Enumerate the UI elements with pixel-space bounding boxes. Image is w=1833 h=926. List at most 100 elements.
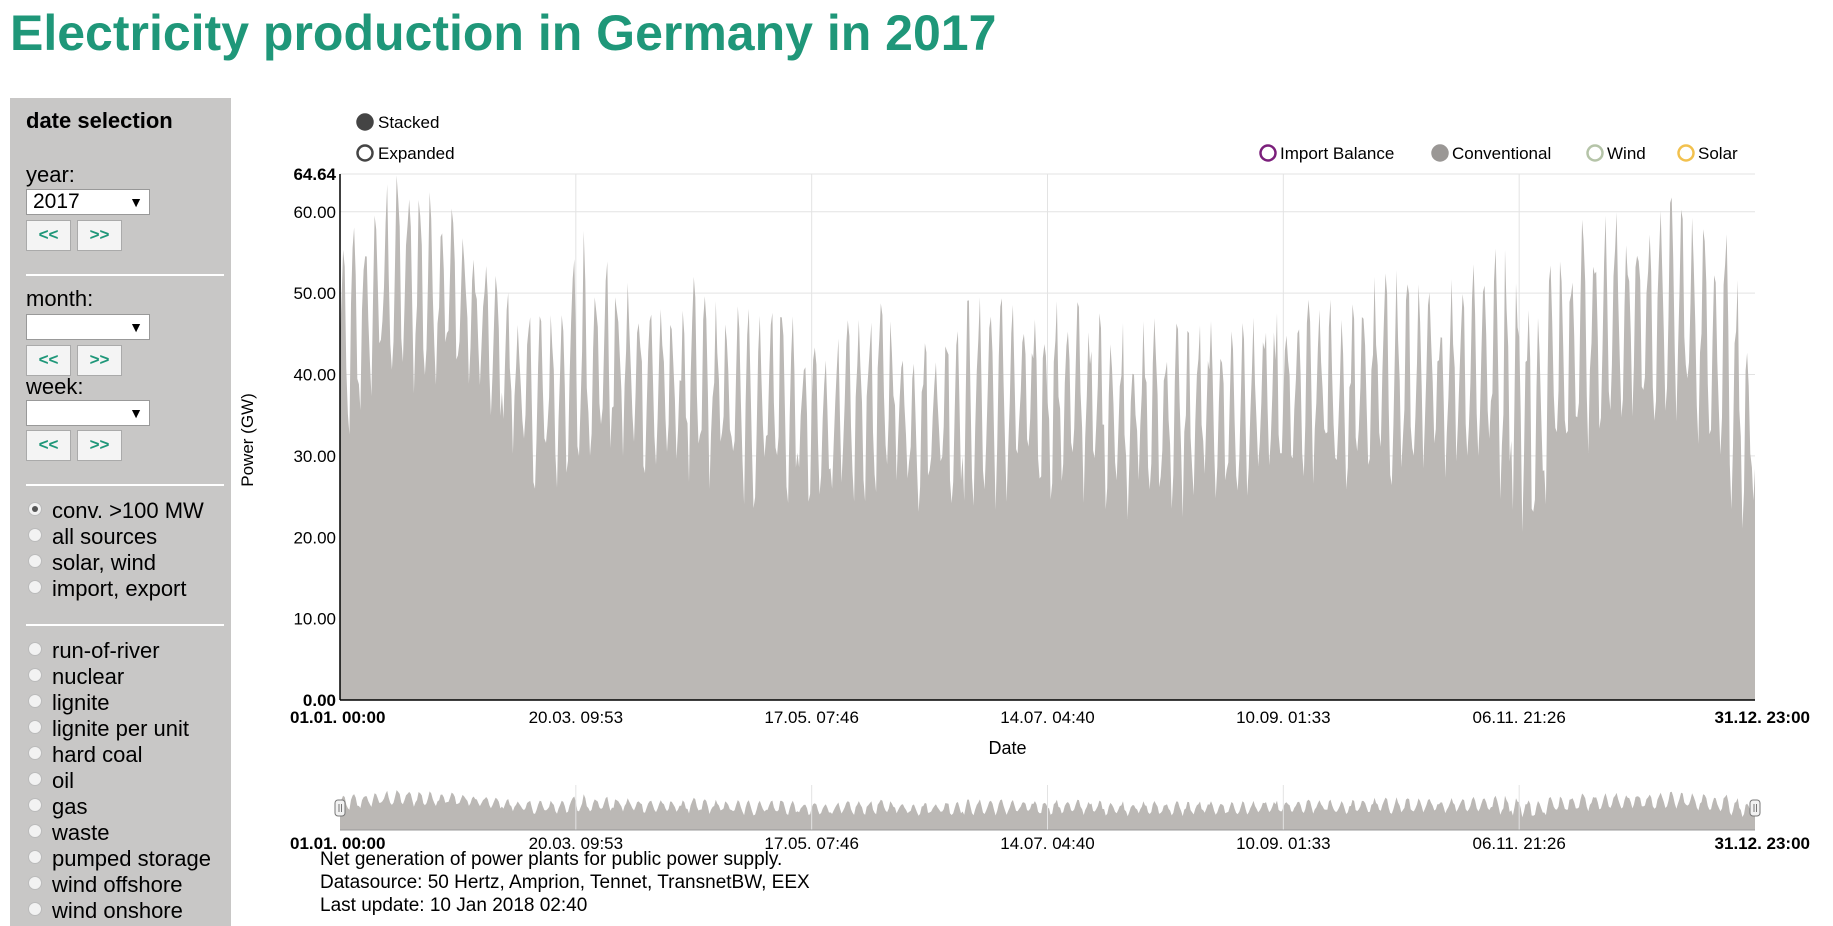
radio-icon: [28, 668, 42, 682]
legend-label: Conventional: [1452, 144, 1551, 163]
source-option-import-export[interactable]: import, export: [28, 576, 187, 601]
y-tick-label: 30.00: [293, 447, 336, 466]
legend-item-conventional[interactable]: Conventional: [1431, 144, 1552, 163]
y-tick-label: 0.00: [303, 691, 336, 710]
legend-item-import-balance[interactable]: Import Balance: [1259, 144, 1395, 163]
legend-marker-icon: [1259, 144, 1277, 162]
y-tick-label: 50.00: [293, 284, 336, 303]
type-option-label: waste: [52, 820, 110, 845]
footer-last-update: Last update: 10 Jan 2018 02:40: [320, 895, 588, 916]
navigator-tick-label: 20.03. 09:53: [529, 834, 624, 853]
sidebar-divider: [26, 484, 224, 486]
type-option-pumped-storage[interactable]: pumped storage: [28, 846, 211, 871]
navigator-tick-label: 14.07. 04:40: [1000, 834, 1095, 853]
legend-marker-icon: [1677, 144, 1695, 162]
radio-checked-icon: [28, 502, 42, 516]
year-select-value: 2017: [33, 190, 80, 213]
type-option-label: wind onshore: [52, 898, 183, 923]
radio-icon: [28, 850, 42, 864]
y-tick-label: 64.64: [293, 165, 336, 184]
type-option-wind-onshore[interactable]: wind onshore: [28, 898, 183, 923]
view-mode-expanded[interactable]: Expanded: [356, 144, 455, 163]
view-mode-label: Stacked: [378, 113, 439, 132]
source-option-label: conv. >100 MW: [52, 498, 204, 523]
legend-marker-icon: [1586, 144, 1604, 162]
week-label: week:: [26, 374, 84, 399]
navigator-tick-label: 06.11. 21:26: [1473, 834, 1566, 853]
month-prev-button[interactable]: <<: [26, 345, 71, 376]
x-tick-label: 17.05. 07:46: [764, 708, 859, 727]
radio-icon: [28, 642, 42, 656]
type-option-label: oil: [52, 768, 75, 793]
legend-label: Solar: [1698, 144, 1738, 163]
x-axis-title: Date: [988, 738, 1026, 758]
month-label: month:: [26, 286, 94, 311]
chart-area-group: [340, 175, 1755, 700]
y-tick-label: 20.00: [293, 528, 336, 547]
y-tick-label: 40.00: [293, 366, 336, 385]
type-option-label: lignite per unit: [52, 716, 189, 741]
source-option-label: all sources: [52, 524, 158, 549]
radio-checked-icon: [356, 113, 374, 131]
dropdown-arrow-icon: ▼: [129, 194, 143, 210]
radio-icon: [28, 528, 42, 542]
type-option-waste[interactable]: waste: [28, 820, 110, 845]
type-option-lignite-per-unit[interactable]: lignite per unit: [28, 716, 189, 741]
view-mode-stacked[interactable]: Stacked: [356, 113, 440, 132]
footer-datasource: Datasource: 50 Hertz, Amprion, Tennet, T…: [320, 872, 810, 893]
source-option-label: import, export: [52, 576, 187, 601]
drag-handle-icon: [1749, 799, 1761, 817]
x-tick-label: 06.11. 21:26: [1473, 708, 1566, 727]
radio-icon: [356, 144, 374, 162]
radio-icon: [28, 798, 42, 812]
source-option-conv[interactable]: conv. >100 MW: [28, 498, 204, 523]
x-tick-label: 20.03. 09:53: [529, 708, 624, 727]
radio-icon: [28, 746, 42, 760]
week-next-button[interactable]: >>: [77, 430, 122, 461]
legend-marker-icon: [1431, 144, 1449, 162]
month-select[interactable]: ▼: [26, 314, 150, 340]
conventional-area: [340, 175, 1755, 700]
year-select[interactable]: 2017 ▼: [26, 189, 150, 215]
year-prev-button[interactable]: <<: [26, 220, 71, 251]
radio-icon: [28, 772, 42, 786]
navigator-tick-label: 10.09. 01:33: [1236, 834, 1331, 853]
type-option-nuclear[interactable]: nuclear: [28, 664, 125, 689]
navigator: 01.01. 00:00 20.03. 09:53 17.05. 07:46 14.0…: [290, 785, 1810, 853]
y-tick-label: 10.00: [293, 610, 336, 629]
type-option-hard-coal[interactable]: hard coal: [28, 742, 143, 767]
type-option-label: gas: [52, 794, 88, 819]
source-option-solar-wind[interactable]: solar, wind: [28, 550, 156, 575]
x-tick-label: 14.07. 04:40: [1000, 708, 1095, 727]
type-option-gas[interactable]: gas: [28, 794, 88, 819]
navigator-right-handle[interactable]: [1749, 799, 1761, 817]
radio-icon: [28, 694, 42, 708]
sidebar-divider: [26, 274, 224, 276]
week-select[interactable]: ▼: [26, 400, 150, 426]
page-title: Electricity production in Germany in 201…: [10, 5, 997, 61]
year-label: year:: [26, 162, 75, 187]
radio-icon: [28, 902, 42, 916]
type-option-run-of-river[interactable]: run-of-river: [28, 638, 160, 663]
x-tick-label: 01.01. 00:00: [290, 708, 385, 727]
drag-handle-icon: [334, 799, 346, 817]
year-next-button[interactable]: >>: [77, 220, 122, 251]
legend-item-solar[interactable]: Solar: [1677, 144, 1739, 163]
type-option-wind-offshore[interactable]: wind offshore: [28, 872, 183, 897]
navigator-left-handle[interactable]: [334, 799, 346, 817]
sidebar-divider: [26, 624, 224, 626]
type-option-label: pumped storage: [52, 846, 211, 871]
navigator-tick-label: 01.01. 00:00: [290, 834, 385, 853]
type-option-lignite[interactable]: lignite: [28, 690, 109, 715]
source-option-all[interactable]: all sources: [28, 524, 158, 549]
type-option-label: run-of-river: [52, 638, 160, 663]
month-next-button[interactable]: >>: [77, 345, 122, 376]
legend-label: Import Balance: [1280, 144, 1394, 163]
type-option-label: nuclear: [52, 664, 125, 689]
type-option-oil[interactable]: oil: [28, 768, 75, 793]
dropdown-arrow-icon: ▼: [129, 405, 143, 421]
type-option-label: wind offshore: [52, 872, 183, 897]
legend-item-wind[interactable]: Wind: [1586, 144, 1646, 163]
week-prev-button[interactable]: <<: [26, 430, 71, 461]
